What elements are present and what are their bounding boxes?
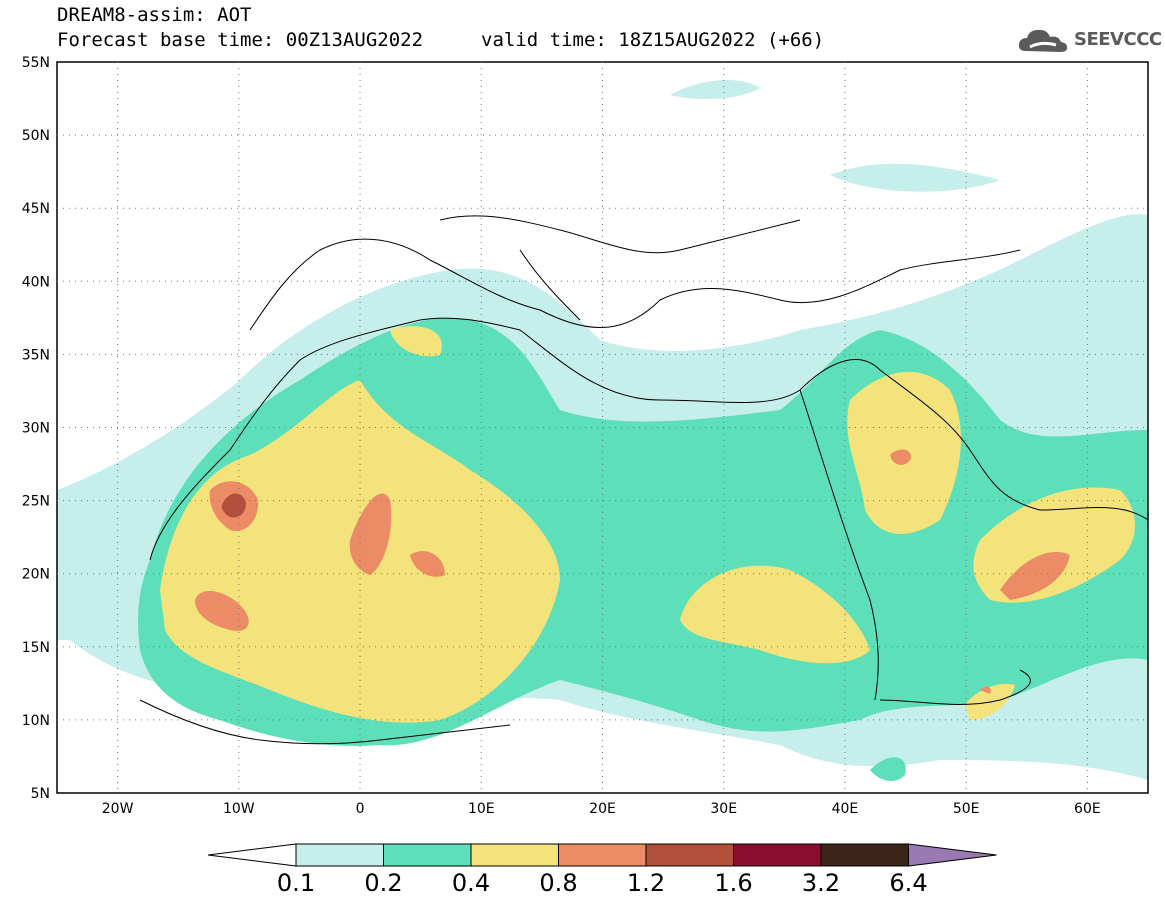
latitude-label: 30N	[22, 421, 50, 437]
longitude-label: 10W	[223, 801, 255, 817]
aot-band-0.4	[680, 565, 870, 664]
colorbar-label: 0.8	[539, 869, 578, 897]
latitude-label: 15N	[22, 640, 50, 656]
colorbar-label: 3.2	[801, 869, 841, 897]
colorbar-box	[820, 843, 909, 867]
longitude-label: 50E	[953, 801, 980, 817]
latitude-label: 40N	[22, 274, 50, 290]
longitude-label: 40E	[832, 801, 859, 817]
aot-field	[57, 79, 1148, 782]
coastlines	[139, 215, 1149, 745]
colorbar-box	[295, 843, 384, 867]
logo-text: SEEVCCC	[1074, 29, 1162, 50]
colorbar-box	[733, 843, 822, 867]
colorbar-over-triangle	[908, 843, 997, 867]
colorbar-label: 1.6	[714, 869, 753, 897]
latitude-label: 20N	[22, 567, 50, 583]
latitude-label: 5N	[31, 786, 50, 802]
colorbar-under-triangle	[207, 843, 297, 867]
longitude-labels: 20W 10W 0 10E 20E 30E 40E 50E 60E	[102, 801, 1101, 817]
longitude-label: 20W	[102, 801, 134, 817]
cloud-icon	[1018, 29, 1068, 52]
aot-band-0.8	[890, 449, 911, 465]
longitude-label: 60E	[1074, 801, 1101, 817]
latitude-label: 35N	[22, 347, 50, 363]
colorbar-box	[558, 843, 647, 867]
colorbar-label: 0.1	[276, 869, 316, 897]
aot-band-1.2	[221, 493, 246, 518]
colorbar-box	[470, 843, 559, 867]
colorbar-label: 0.2	[364, 869, 403, 897]
colorbar-box	[645, 843, 734, 867]
aot-band-0.1	[670, 79, 760, 100]
aot-band-0.1	[830, 163, 1000, 192]
colorbar-box	[383, 843, 472, 867]
longitude-label: 20E	[589, 801, 616, 817]
latitude-label: 10N	[22, 713, 50, 729]
forecast-base-time: Forecast base time: 00Z13AUG2022	[57, 29, 424, 51]
colorbar	[207, 843, 997, 867]
aot-band-0.2	[870, 757, 906, 782]
colorbar-label: 6.4	[889, 869, 928, 897]
latitude-label: 25N	[22, 494, 50, 510]
model-title: DREAM8-assim: AOT	[57, 4, 252, 26]
aot-band-0.8	[410, 551, 445, 577]
longitude-label: 30E	[710, 801, 737, 817]
latitude-label: 50N	[22, 128, 50, 144]
aot-band-0.8	[195, 590, 249, 631]
colorbar-label: 1.2	[626, 869, 666, 897]
longitude-label: 10E	[468, 801, 495, 817]
latitude-label: 55N	[22, 55, 50, 71]
colorbar-label: 0.4	[451, 869, 491, 897]
latitude-labels: 55N 50N 45N 40N 35N 30N 25N 20N 15N 10N 5N	[22, 55, 50, 802]
valid-time: valid time: 18Z15AUG2022 (+66)	[481, 29, 825, 51]
aot-band-0.8	[1000, 551, 1070, 600]
seevccc-logo: SEEVCCC	[1016, 25, 1162, 57]
latitude-label: 45N	[22, 201, 50, 217]
aot-band-0.4	[390, 326, 442, 357]
longitude-label: 0	[356, 801, 365, 817]
aot-band-0.8	[980, 686, 991, 694]
